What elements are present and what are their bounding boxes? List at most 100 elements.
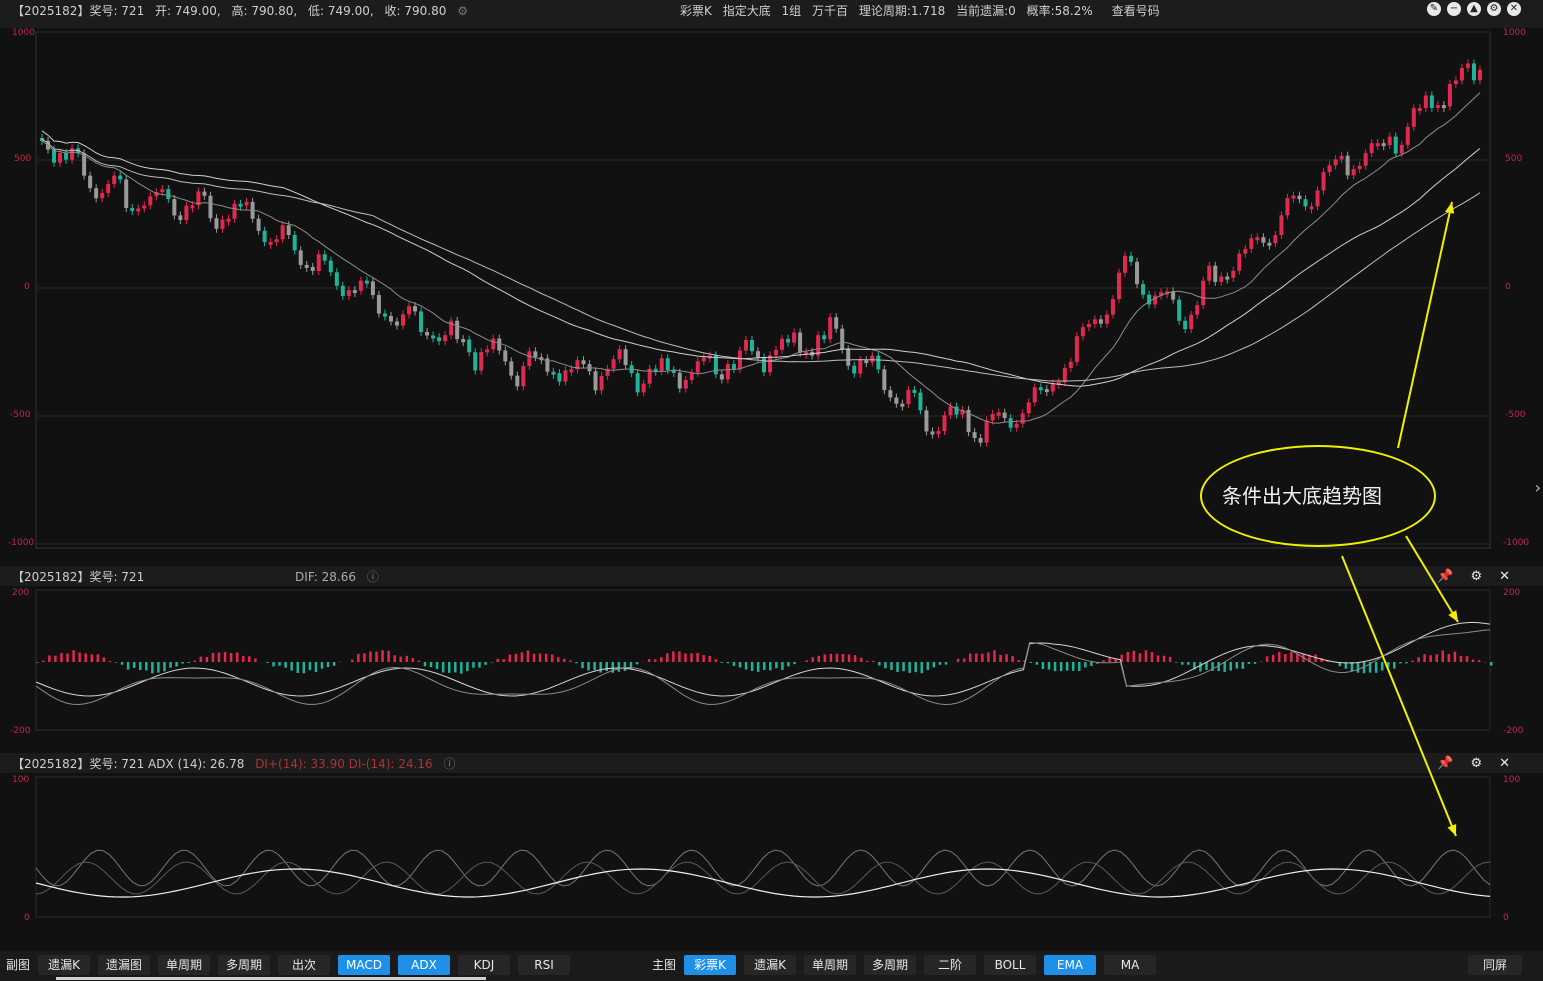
settings-small-icon[interactable]: ⚙ — [457, 4, 468, 18]
position-label: 万千百 — [812, 4, 849, 18]
macd-histogram-bar — [1320, 658, 1323, 662]
candle — [388, 315, 393, 322]
candle — [1261, 237, 1266, 243]
macd-histogram-bar — [702, 655, 705, 662]
macd-histogram-bar — [1041, 662, 1045, 669]
info-icon[interactable]: ⓘ — [366, 570, 379, 584]
chevron-right-icon[interactable]: › — [1534, 478, 1541, 497]
candle — [1219, 276, 1224, 282]
macd-histogram-bar — [496, 658, 499, 662]
candle — [1020, 413, 1025, 424]
settings-icon[interactable]: ⚙ — [1470, 756, 1483, 771]
main-ema-button[interactable]: EMA — [1044, 955, 1096, 975]
candle — [828, 317, 833, 340]
macd-histogram-bar — [357, 653, 360, 662]
scrollbar[interactable] — [56, 977, 486, 980]
macd-histogram-bar — [363, 653, 366, 662]
macd-histogram-bar — [351, 659, 354, 662]
candle — [334, 272, 339, 286]
sub-macd-button[interactable]: MACD — [338, 955, 390, 975]
candle — [413, 306, 418, 312]
macd-histogram-bar — [1168, 656, 1172, 662]
macd-histogram-bar — [1114, 658, 1117, 662]
macd-histogram-bar — [666, 653, 669, 662]
macd-histogram-bar — [375, 651, 378, 662]
main-单周期-button[interactable]: 单周期 — [804, 955, 856, 975]
view-numbers-link[interactable]: 查看号码 — [1111, 4, 1160, 18]
sub-遗漏k-button[interactable]: 遗漏K — [38, 955, 90, 975]
macd-histogram-bar — [781, 662, 784, 670]
macd-histogram-bar — [605, 662, 608, 672]
macd-histogram-bar — [36, 662, 39, 663]
candle — [1417, 107, 1422, 111]
candle — [972, 432, 977, 439]
settings-icon[interactable]: ⚙ — [1470, 569, 1483, 584]
adx-di-label: DI+(14): 33.90 DI-(14): 24.16 — [255, 757, 433, 771]
close-icon[interactable]: ✕ — [1499, 756, 1510, 771]
sub-出次-button[interactable]: 出次 — [278, 955, 330, 975]
candle — [701, 357, 706, 362]
main-彩票k-button[interactable]: 彩票K — [684, 955, 736, 975]
macd-pane[interactable]: 200 -200 200 -200 — [0, 586, 1543, 752]
macd-histogram-bar — [1326, 660, 1329, 662]
macd-histogram-bar — [672, 651, 675, 662]
candle — [659, 358, 664, 372]
main-chart-pane[interactable]: 1000 500 0 -500 -1000 1000 500 0 -500 -1… — [0, 28, 1543, 564]
high-value: 高: 790.80, — [231, 4, 298, 18]
macd-histogram-bar — [823, 654, 827, 662]
candle — [864, 360, 869, 364]
edit-icon[interactable]: ✎ — [1427, 2, 1441, 16]
main-二阶-button[interactable]: 二阶 — [924, 955, 976, 975]
candle — [533, 351, 538, 358]
adx-pane[interactable]: 100 0 100 0 — [0, 773, 1543, 949]
bottom-toolbar: 副图 遗漏K 遗漏图 单周期 多周期 出次 MACD ADX KDJ RSI 主图 彩票K 遗漏K… — [0, 951, 1543, 981]
pin-icon[interactable]: 📌 — [1437, 569, 1454, 584]
macd-histogram-bar — [690, 653, 693, 662]
candle — [1098, 319, 1103, 324]
sub-kdj-button[interactable]: KDJ — [458, 955, 510, 975]
info-icon[interactable]: ⓘ — [443, 757, 456, 771]
candle — [906, 389, 911, 405]
macd-histogram-bar — [332, 662, 336, 666]
macd-histogram-bar — [696, 652, 699, 662]
macd-histogram-bar — [550, 654, 554, 662]
candle — [376, 295, 381, 314]
candle — [1321, 172, 1326, 191]
candle — [232, 203, 237, 219]
same-screen-button[interactable]: 同屏 — [1468, 955, 1522, 975]
macd-histogram-bar — [1423, 654, 1426, 662]
adx-chart[interactable] — [0, 773, 1543, 949]
candlestick-chart[interactable] — [0, 28, 1543, 564]
candle — [1465, 63, 1470, 68]
settings-icon[interactable]: ⚙ — [1487, 2, 1501, 16]
candle — [268, 241, 273, 245]
macd-histogram-bar — [720, 662, 724, 663]
move-up-icon[interactable]: ▲ — [1467, 2, 1481, 16]
sub-adx-button[interactable]: ADX — [398, 955, 450, 975]
candle — [1129, 255, 1134, 262]
candle — [274, 239, 279, 243]
main-ma-button[interactable]: MA — [1104, 955, 1156, 975]
sub-rsi-button[interactable]: RSI — [518, 955, 570, 975]
main-boll-button[interactable]: BOLL — [984, 955, 1036, 975]
zoom-out-icon[interactable]: − — [1447, 2, 1461, 16]
sub-单周期-button[interactable]: 单周期 — [158, 955, 210, 975]
candle — [1141, 284, 1146, 295]
candle — [1159, 292, 1164, 296]
current-miss-label: 当前遗漏:0 — [956, 4, 1016, 18]
candle — [557, 373, 562, 382]
macd-histogram-bar — [320, 662, 324, 669]
close-icon[interactable]: ✕ — [1499, 569, 1510, 584]
dea-line — [35, 629, 1491, 706]
main-多周期-button[interactable]: 多周期 — [864, 955, 916, 975]
candle — [1441, 105, 1446, 109]
pin-icon[interactable]: 📌 — [1437, 756, 1454, 771]
main-遗漏k-button[interactable]: 遗漏K — [744, 955, 796, 975]
sub-多周期-button[interactable]: 多周期 — [218, 955, 270, 975]
macd-histogram-bar — [1405, 662, 1408, 664]
sub-遗漏图-button[interactable]: 遗漏图 — [98, 955, 150, 975]
macd-chart[interactable] — [0, 586, 1543, 752]
macd-histogram-bar — [587, 662, 590, 671]
candle — [1092, 319, 1097, 324]
close-icon[interactable]: ✕ — [1507, 2, 1521, 16]
